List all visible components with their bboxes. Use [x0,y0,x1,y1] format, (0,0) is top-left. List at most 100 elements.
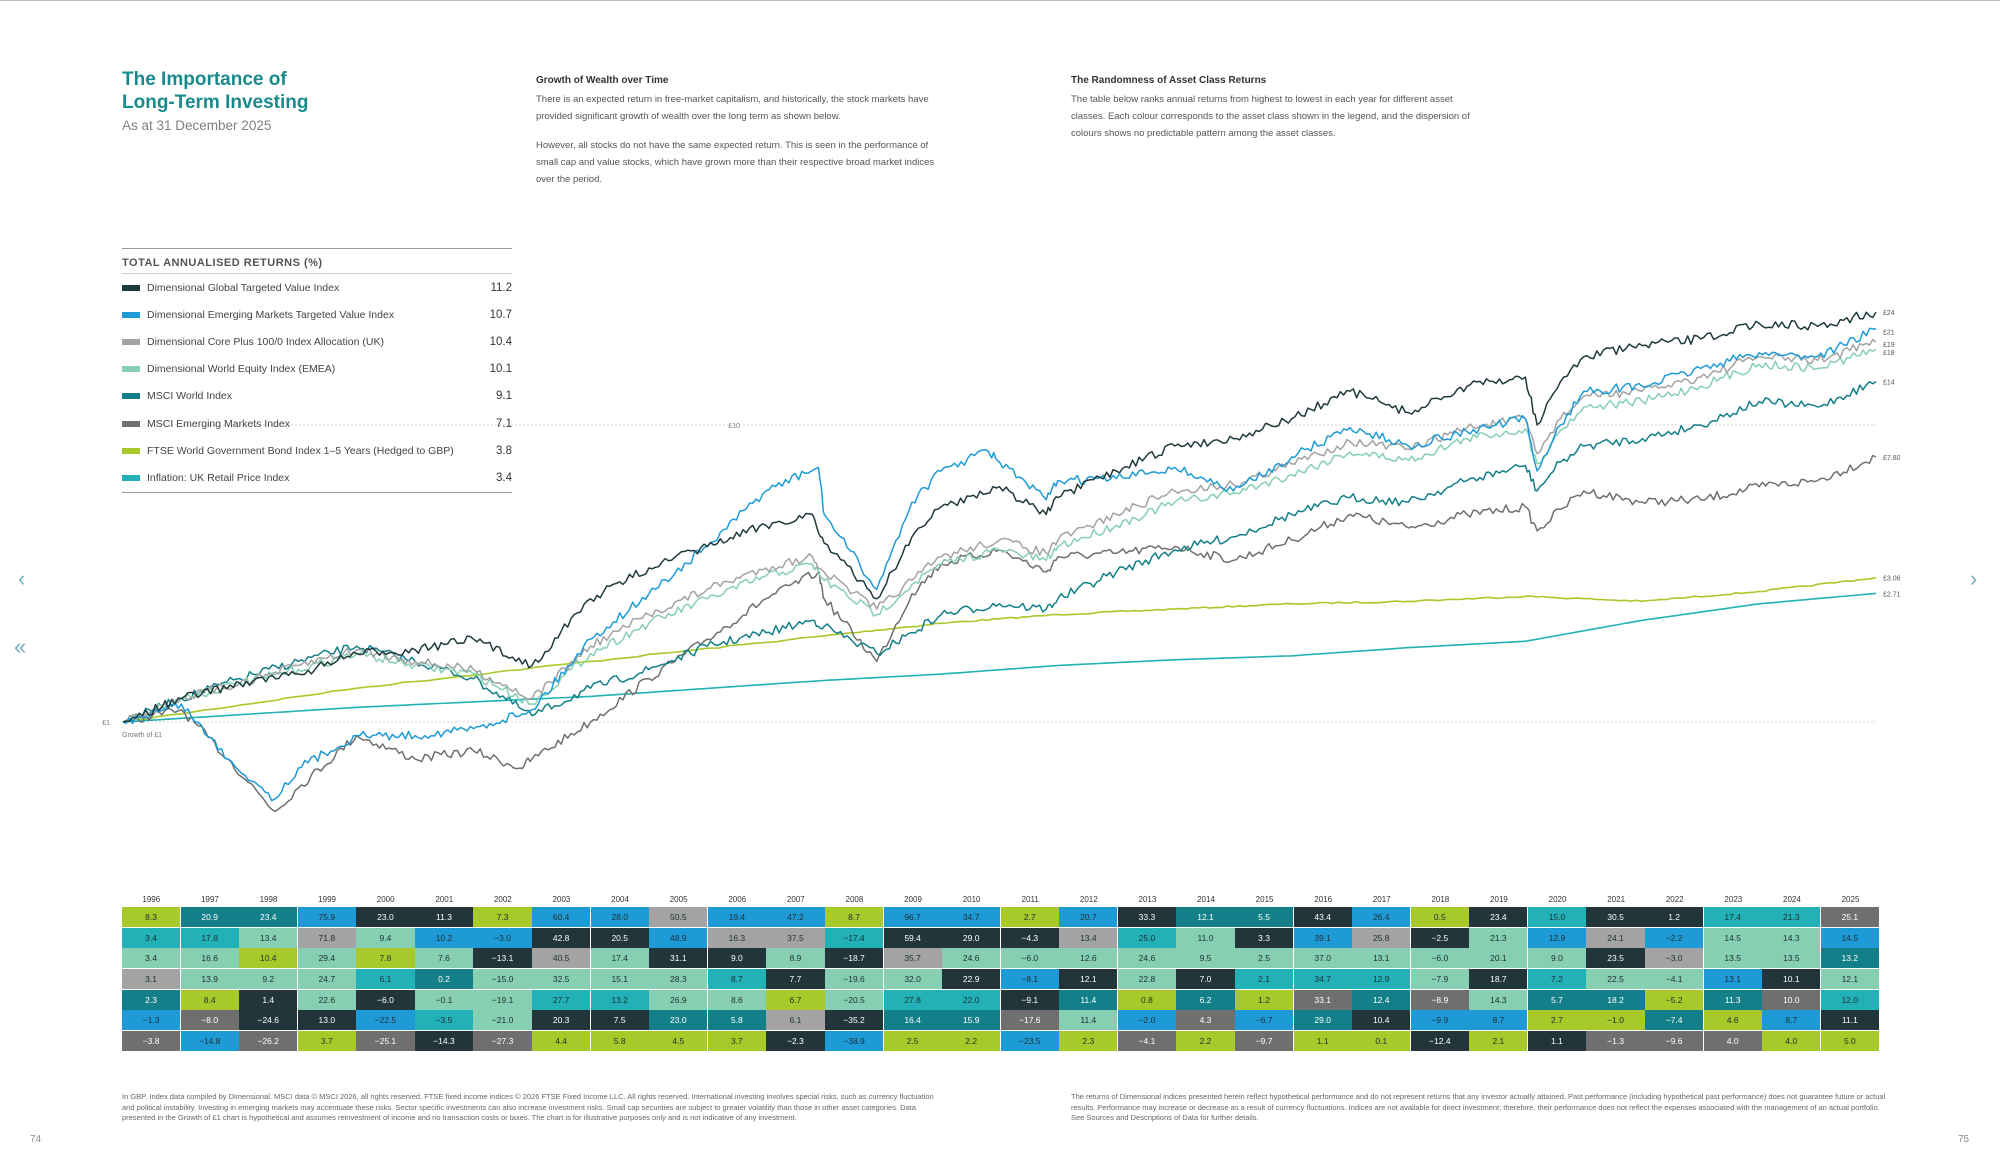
return-cell: 37.5 [766,927,825,948]
return-cell: 26.9 [649,989,708,1010]
return-cell: 28.3 [649,969,708,990]
return-cell: −38.9 [824,1031,884,1052]
return-cell: 34.7 [1293,969,1352,990]
return-cell: 1.1 [1527,1031,1587,1052]
returns-label: Dimensional Global Targeted Value Index [147,281,340,294]
first-page-button[interactable]: « [14,634,27,659]
return-cell: 1.4 [239,989,298,1010]
returns-row: Dimensional Core Plus 100/0 Index Alloca… [122,328,512,355]
return-cell: 21.3 [1762,907,1821,927]
year-header: 2008 [845,895,864,904]
return-cell: 7.7 [766,969,825,990]
return-cell: 9.5 [1176,948,1235,969]
return-cell: 32.0 [883,969,942,990]
return-cell: −6.0 [1410,948,1469,969]
return-cell: 22.0 [942,989,1001,1010]
return-cell: 17.4 [590,948,649,969]
return-cell: 1.2 [1234,989,1294,1010]
legend-swatch [122,338,140,345]
return-cell: 14.5 [1820,927,1879,948]
return-cell: 8.7 [1762,1010,1821,1031]
returns-title: TOTAL ANNUALISED RETURNS (%) [122,249,512,274]
return-cell: −9.7 [1234,1031,1294,1052]
return-cell: 27.8 [883,989,942,1010]
legend-swatch [122,420,140,427]
randomness-table: 1996 1997 1998 1999 2000 2001 2002 2003 2004 2005… [122,892,1880,1052]
year-header: 2016 [1314,895,1333,904]
returns-label: MSCI World Index [147,390,232,403]
return-cell: 27.7 [532,989,591,1010]
returns-row: Inflation: UK Retail Price Index 3.4 [122,464,512,491]
rank-row: −1.3 −8.0 −24.6 13.0 −22.5 −3.5 −21.0 20.3 7.5 23… [122,1010,1880,1031]
returns-label: Dimensional World Equity Index (EMEA) [147,363,336,376]
return-cell: −6.0 [356,989,415,1010]
return-cell: −2.5 [1410,927,1469,948]
year-header: 1997 [200,895,219,904]
return-cell: −4.1 [1117,1031,1177,1052]
return-cell: −9.9 [1410,1010,1469,1031]
return-cell: −24.6 [239,1010,298,1031]
return-cell: 3.4 [122,948,181,969]
return-cell: 20.7 [1059,907,1118,927]
return-cell: −18.7 [824,948,884,969]
return-cell: 4.3 [1176,1010,1235,1031]
return-cell: 29.0 [1293,1010,1352,1031]
return-cell: −25.1 [356,1031,415,1052]
return-cell: 37.0 [1293,948,1352,969]
return-cell: 8.9 [766,948,825,969]
returns-value: 10.7 [489,308,512,321]
return-cell: 2.2 [942,1031,1001,1052]
return-cell: −2.2 [1645,927,1704,948]
return-cell: 0.2 [414,969,474,990]
footnote-right: The returns of Dimensional indices prese… [1071,1092,1886,1122]
return-cell: 13.0 [297,1010,356,1031]
return-cell: 12.6 [1059,948,1118,969]
returns-row: Dimensional Global Targeted Value Index 1… [122,274,512,301]
return-cell: 18.7 [1469,969,1528,990]
return-cell: −21.0 [473,1010,532,1031]
rank-row: −3.8 −14.8 −26.2 3.7 −25.1 −14.3 −27.3 4.4 5.8 4.… [122,1031,1880,1052]
return-cell: 47.2 [766,907,825,927]
returns-value: 10.1 [489,363,512,376]
series-line [122,348,1877,723]
return-cell: 10.4 [239,948,298,969]
series-line [122,311,1877,723]
return-cell: −9.6 [1645,1031,1704,1052]
return-cell: 32.5 [532,969,591,990]
return-cell: 40.5 [532,948,591,969]
year-header: 2001 [435,895,454,904]
return-cell: 23.4 [239,907,298,927]
return-cell: 29.4 [297,948,356,969]
next-page-button[interactable]: › [1970,566,1978,591]
return-cell: 0.1 [1352,1031,1411,1052]
return-cell: 13.9 [180,969,239,990]
return-cell: 6.7 [766,989,825,1010]
return-cell: −0.1 [414,989,474,1010]
growth-paragraph-1: There is an expected return in free-mark… [536,94,929,122]
return-cell: −14.3 [414,1031,474,1052]
return-cell: 15.0 [1527,907,1587,927]
previous-page-button[interactable]: ‹ [18,566,26,591]
return-cell: −7.4 [1645,1010,1704,1031]
return-cell: −17.4 [824,927,884,948]
return-cell: 2.3 [1059,1031,1118,1052]
year-header: 2025 [1841,895,1860,904]
year-header: 2015 [1255,895,1274,904]
return-cell: 6.1 [356,969,415,990]
return-cell: 71.8 [297,927,356,948]
return-cell: −1.3 [122,1010,181,1031]
return-cell: 2.7 [1527,1010,1587,1031]
return-cell: 25.8 [1352,927,1411,948]
return-cell: 2.1 [1234,969,1294,990]
return-cell: −15.0 [473,969,532,990]
return-cell: 12.0 [1820,989,1879,1010]
return-cell: 8.4 [180,989,239,1010]
series-line [122,338,1877,724]
return-cell: 18.2 [1586,989,1645,1010]
return-cell: −5.2 [1645,989,1704,1010]
return-cell: 50.5 [649,907,708,927]
return-cell: −20.5 [824,989,884,1010]
return-cell: 5.0 [1820,1031,1879,1052]
return-cell: 10.2 [414,927,474,948]
